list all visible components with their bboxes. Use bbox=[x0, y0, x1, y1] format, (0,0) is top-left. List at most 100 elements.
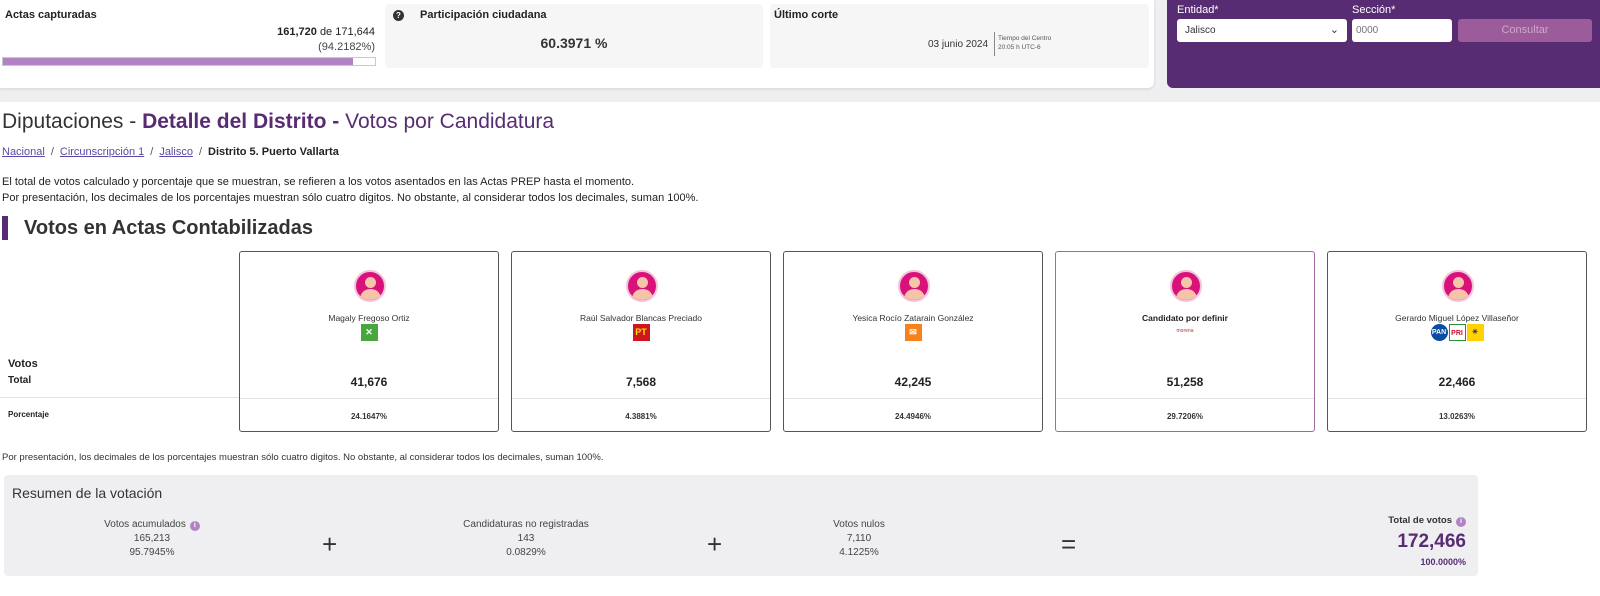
page-title: Diputaciones - Detalle del Distrito - Vo… bbox=[2, 110, 554, 134]
actas-percentage: (94.2182%) bbox=[318, 41, 375, 53]
candidate-avatar-icon bbox=[1170, 270, 1202, 302]
candidate-name: Candidato por definir bbox=[1142, 313, 1228, 323]
actas-progress-fill bbox=[3, 58, 354, 65]
candidate-votes: 42,245 bbox=[894, 375, 932, 389]
consult-panel: Entidad* Sección* Jalisco ⌄ Consultar bbox=[1167, 0, 1600, 88]
candidate-card[interactable]: Magaly Fregoso Ortiz ✕ 41,676 24.1647% bbox=[239, 251, 499, 432]
movimiento-ciudadano-logo-icon: ✉ bbox=[904, 324, 922, 341]
candidate-percentage: 24.1647% bbox=[350, 412, 388, 421]
breadcrumb-jalisco[interactable]: Jalisco bbox=[159, 146, 193, 158]
entidad-selected-value: Jalisco bbox=[1185, 25, 1216, 36]
card-divider bbox=[1056, 398, 1314, 399]
last-cut-card: Último corte 03 junio 2024 Tiempo del Ce… bbox=[770, 4, 1149, 68]
entidad-label: Entidad* bbox=[1177, 4, 1219, 16]
candidate-votes: 7,568 bbox=[625, 375, 657, 389]
info-icon[interactable]: i bbox=[189, 521, 200, 531]
card-divider bbox=[1328, 398, 1586, 399]
candidate-name: Raúl Salvador Blancas Preciado bbox=[580, 313, 702, 323]
breadcrumb-circunscripcion[interactable]: Circunscripción 1 bbox=[59, 146, 145, 158]
candidate-card[interactable]: Raúl Salvador Blancas Preciado PT 7,568 … bbox=[511, 251, 771, 432]
seccion-label: Sección* bbox=[1352, 4, 1396, 16]
participation-value: 60.3971 % bbox=[540, 35, 608, 51]
card-divider bbox=[512, 398, 770, 399]
timezone-name: Tiempo del Centro bbox=[998, 35, 1052, 42]
party-logos: PAN PRI ☀ bbox=[1328, 324, 1586, 341]
entidad-select[interactable]: Jalisco ⌄ bbox=[1177, 19, 1347, 42]
row-label-votos: Votos bbox=[8, 358, 38, 370]
morena-logo-icon: morena bbox=[1176, 328, 1194, 334]
last-cut-date: 03 junio 2024 bbox=[928, 39, 989, 50]
stats-panel: Actas capturadas 161,720 de 171,644 (94.… bbox=[0, 0, 1154, 88]
footnote: Por presentación, los decimales de los p… bbox=[2, 452, 604, 463]
timezone-time: 20:05 h UTC-6 bbox=[998, 44, 1041, 51]
total-label: Total de votos i bbox=[1388, 515, 1466, 527]
candidate-percentage: 4.3881% bbox=[625, 412, 657, 421]
party-logos: ✕ bbox=[240, 324, 498, 341]
breadcrumb-separator: / bbox=[150, 146, 154, 158]
candidate-avatar-icon bbox=[898, 270, 930, 302]
seccion-input[interactable] bbox=[1352, 19, 1452, 42]
last-cut-timezone: Tiempo del Centro 20:05 h UTC-6 bbox=[998, 34, 1051, 52]
nulos-label: Votos nulos bbox=[833, 519, 885, 530]
party-logos: PT bbox=[512, 324, 770, 341]
candidate-card[interactable]: Candidato por definir morena 51,258 29.7… bbox=[1055, 251, 1315, 432]
actas-captured: 161,720 bbox=[277, 26, 317, 38]
candidate-card[interactable]: Yesica Rocío Zatarain González ✉ 42,245 … bbox=[783, 251, 1043, 432]
card-divider bbox=[784, 398, 1042, 399]
nulos-percentage: 4.1225% bbox=[839, 547, 879, 558]
breadcrumb-current: Distrito 5. Puerto Vallarta bbox=[208, 146, 339, 158]
total-label-text: Total de votos bbox=[1388, 515, 1452, 526]
candidate-votes: 51,258 bbox=[1166, 375, 1204, 389]
actas-count: 161,720 de 171,644 bbox=[277, 26, 375, 38]
notice-line-2: Por presentación, los decimales de los p… bbox=[2, 192, 699, 204]
title-part-office: Diputaciones - bbox=[2, 110, 143, 133]
summary-nulos: Votos nulos 7,110 4.1225% bbox=[769, 518, 949, 560]
summary-no-registradas: Candidaturas no registradas 143 0.0829% bbox=[436, 518, 616, 560]
actas-total: de 171,644 bbox=[319, 26, 375, 38]
candidate-votes: 22,466 bbox=[1438, 375, 1476, 389]
row-divider bbox=[0, 397, 240, 398]
equals-icon: = bbox=[1061, 529, 1077, 559]
info-icon[interactable]: ? bbox=[393, 10, 404, 21]
consultar-button[interactable]: Consultar bbox=[1458, 19, 1592, 42]
last-cut-label: Último corte bbox=[774, 9, 839, 21]
card-divider bbox=[240, 398, 498, 399]
breadcrumb-separator: / bbox=[50, 146, 54, 158]
notice-line-1: El total de votos calculado y porcentaje… bbox=[2, 176, 635, 188]
last-cut-divider bbox=[994, 32, 995, 56]
noreg-value: 143 bbox=[517, 533, 535, 544]
summary-acumulados: Votos acumulados i 165,213 95.7945% bbox=[62, 518, 242, 560]
section-accent-bar bbox=[2, 216, 8, 240]
pri-logo-icon: PRI bbox=[1448, 324, 1466, 341]
actas-card: Actas capturadas 161,720 de 171,644 (94.… bbox=[0, 4, 379, 68]
section-title: Votos en Actas Contabilizadas bbox=[24, 217, 313, 239]
candidate-avatar-icon bbox=[626, 270, 658, 302]
verde-logo-icon: ✕ bbox=[360, 324, 378, 341]
total-percentage: 100.0000% bbox=[1420, 557, 1466, 567]
vote-summary: Resumen de la votación Votos acumulados i… bbox=[4, 475, 1478, 576]
nulos-value: 7,110 bbox=[846, 533, 872, 544]
breadcrumb-nacional[interactable]: Nacional bbox=[2, 146, 45, 158]
info-icon[interactable]: i bbox=[1456, 517, 1466, 527]
row-label-total: Total bbox=[8, 375, 32, 386]
candidate-percentage: 13.0263% bbox=[1438, 412, 1476, 421]
notice-text: El total de votos calculado y porcentaje… bbox=[2, 174, 698, 206]
party-logos: ✉ bbox=[784, 324, 1042, 341]
party-logos: morena bbox=[1056, 324, 1314, 334]
candidate-name: Gerardo Miguel López Villaseñor bbox=[1395, 313, 1519, 323]
candidate-avatar-icon bbox=[1442, 270, 1474, 302]
actas-label: Actas capturadas bbox=[5, 9, 97, 21]
candidate-votes: 41,676 bbox=[350, 375, 388, 389]
candidate-name: Magaly Fregoso Ortiz bbox=[328, 313, 410, 323]
participation-card: ? Participación ciudadana 60.3971 % bbox=[385, 4, 763, 68]
acumulados-value: 165,213 bbox=[133, 533, 171, 544]
participation-label: Participación ciudadana bbox=[420, 9, 547, 21]
top-band: Actas capturadas 161,720 de 171,644 (94.… bbox=[0, 0, 1600, 102]
breadcrumb-separator: / bbox=[198, 146, 202, 158]
noreg-label: Candidaturas no registradas bbox=[463, 519, 589, 530]
candidate-avatar-icon bbox=[354, 270, 386, 302]
row-label-porcentaje: Porcentaje bbox=[8, 410, 49, 419]
candidate-card[interactable]: Gerardo Miguel López Villaseñor PAN PRI ☀ … bbox=[1327, 251, 1587, 432]
noreg-percentage: 0.0829% bbox=[506, 547, 546, 558]
